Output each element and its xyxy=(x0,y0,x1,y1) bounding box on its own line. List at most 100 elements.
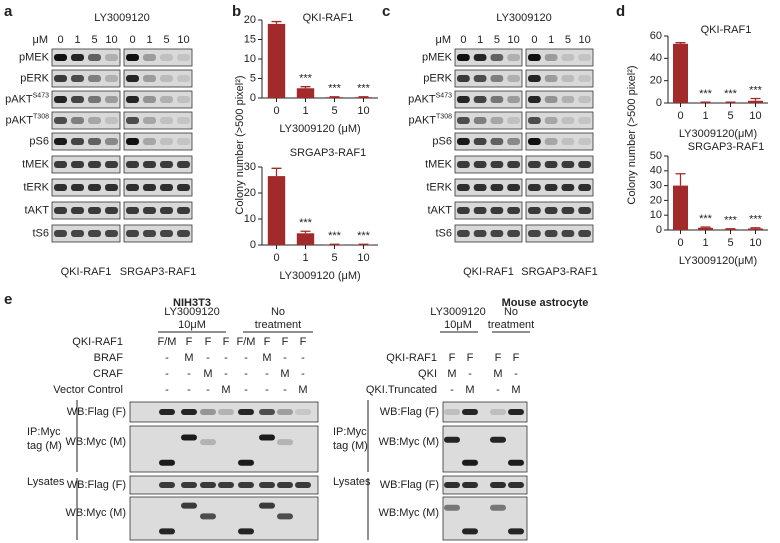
blot-band xyxy=(561,75,575,82)
blot-band xyxy=(177,138,190,145)
row-label-main: pMEK xyxy=(422,51,453,63)
lane-label: - xyxy=(265,384,269,396)
row-label-main: pAKT xyxy=(408,93,436,105)
y-tick-label: 10 xyxy=(244,53,256,65)
blot-strip xyxy=(525,132,594,151)
significance: *** xyxy=(749,84,763,96)
row-label-main: pAKT xyxy=(6,114,34,126)
panel-letter: b xyxy=(232,3,241,20)
error-bar xyxy=(675,42,686,44)
blot-band xyxy=(444,482,460,488)
dose-label: 10 xyxy=(508,34,520,46)
blot-strip xyxy=(51,224,121,243)
ip-label: tag (M) xyxy=(27,440,62,452)
blot-strip xyxy=(454,155,523,174)
blot-band xyxy=(528,161,541,168)
blot-band xyxy=(105,96,118,103)
blot-band xyxy=(126,54,139,61)
row-label: tERK xyxy=(426,181,452,193)
significance: *** xyxy=(357,83,371,95)
blot-band xyxy=(578,75,591,82)
blot-band xyxy=(578,117,591,124)
blot-band xyxy=(528,138,541,145)
blot-band xyxy=(462,459,478,466)
blot-band xyxy=(181,502,197,509)
lane-label: - xyxy=(165,352,169,364)
blot-band xyxy=(528,75,541,82)
y-tick-label: 40 xyxy=(650,165,662,177)
row-label-main: tAKT xyxy=(428,204,453,216)
row-label: pMEK xyxy=(19,51,50,63)
blot-band xyxy=(126,207,139,214)
row-label-main: tAKT xyxy=(25,204,50,216)
blot-strip xyxy=(525,178,594,197)
significance: *** xyxy=(299,73,313,85)
y-tick-label: 0 xyxy=(250,239,256,251)
dose-label: 10 xyxy=(105,34,117,46)
blot-band xyxy=(508,459,524,466)
blot-strip xyxy=(525,69,594,88)
row-label: pAKTS473 xyxy=(408,92,452,105)
blot-band xyxy=(177,207,190,214)
blot-strip xyxy=(51,201,121,220)
error-bar xyxy=(271,167,282,177)
wb-label: WB:Myc (M) xyxy=(66,436,126,448)
row-label: pAKTT308 xyxy=(409,113,453,126)
blot-strip xyxy=(525,201,594,220)
blot-strip xyxy=(123,201,193,220)
blot-band xyxy=(462,482,478,488)
blot-band xyxy=(561,207,575,214)
row-label-main: pS6 xyxy=(29,135,49,147)
row-label-main: tS6 xyxy=(435,227,452,239)
lane-label: - xyxy=(265,368,269,380)
row-label-sup: S473 xyxy=(436,92,452,99)
blot-band xyxy=(578,54,591,61)
blot-band xyxy=(218,482,234,488)
y-tick-label: 20 xyxy=(650,194,662,206)
blot-band xyxy=(473,117,487,124)
blot-strip xyxy=(454,201,523,220)
y-tick-label: 10 xyxy=(650,209,662,221)
significance: *** xyxy=(699,213,713,225)
blot-band xyxy=(457,117,470,124)
treatment-header: LY3009120 xyxy=(164,306,219,318)
blot-band xyxy=(295,482,311,488)
lane-label: - xyxy=(283,384,287,396)
blot-band xyxy=(54,184,67,191)
x-tick-label: 10 xyxy=(357,105,369,117)
blot-band xyxy=(259,409,275,415)
wb-label: WB:Myc (M) xyxy=(66,507,126,519)
error-bar xyxy=(300,230,311,234)
significance: *** xyxy=(724,215,738,227)
x-tick-label: 10 xyxy=(357,252,369,264)
x-tick-label: 0 xyxy=(677,237,683,249)
bar xyxy=(267,176,286,245)
row-label: pS6 xyxy=(29,135,49,147)
row-label-sup: T308 xyxy=(33,113,49,120)
group-label: SRGAP3-RAF1 xyxy=(120,266,196,278)
blot-strip xyxy=(454,90,523,109)
y-tick-label: 60 xyxy=(650,30,662,42)
bar xyxy=(296,88,315,98)
blot-band xyxy=(528,117,541,124)
ip-label: IP:Myc xyxy=(27,426,61,438)
wb-label: WB:Flag (F) xyxy=(380,406,439,418)
row-label: QKI xyxy=(418,368,437,380)
blot-strip xyxy=(454,178,523,197)
blot-band xyxy=(578,138,591,145)
row-label-main: tMEK xyxy=(22,158,50,170)
blot-band xyxy=(105,117,118,124)
blot-band xyxy=(490,161,504,168)
treatment-header: treatment xyxy=(255,319,301,331)
lane-label: - xyxy=(283,352,287,364)
y-tick-label: 20 xyxy=(244,187,256,199)
blot-band xyxy=(159,528,175,535)
blot-band xyxy=(259,434,275,441)
blot-band xyxy=(457,161,470,168)
blot-band xyxy=(143,117,156,124)
blot-band xyxy=(507,161,520,168)
blot-band xyxy=(200,513,216,520)
x-tick-label: 1 xyxy=(702,237,708,249)
row-label-main: tMEK xyxy=(425,158,453,170)
blot-band xyxy=(88,117,101,124)
